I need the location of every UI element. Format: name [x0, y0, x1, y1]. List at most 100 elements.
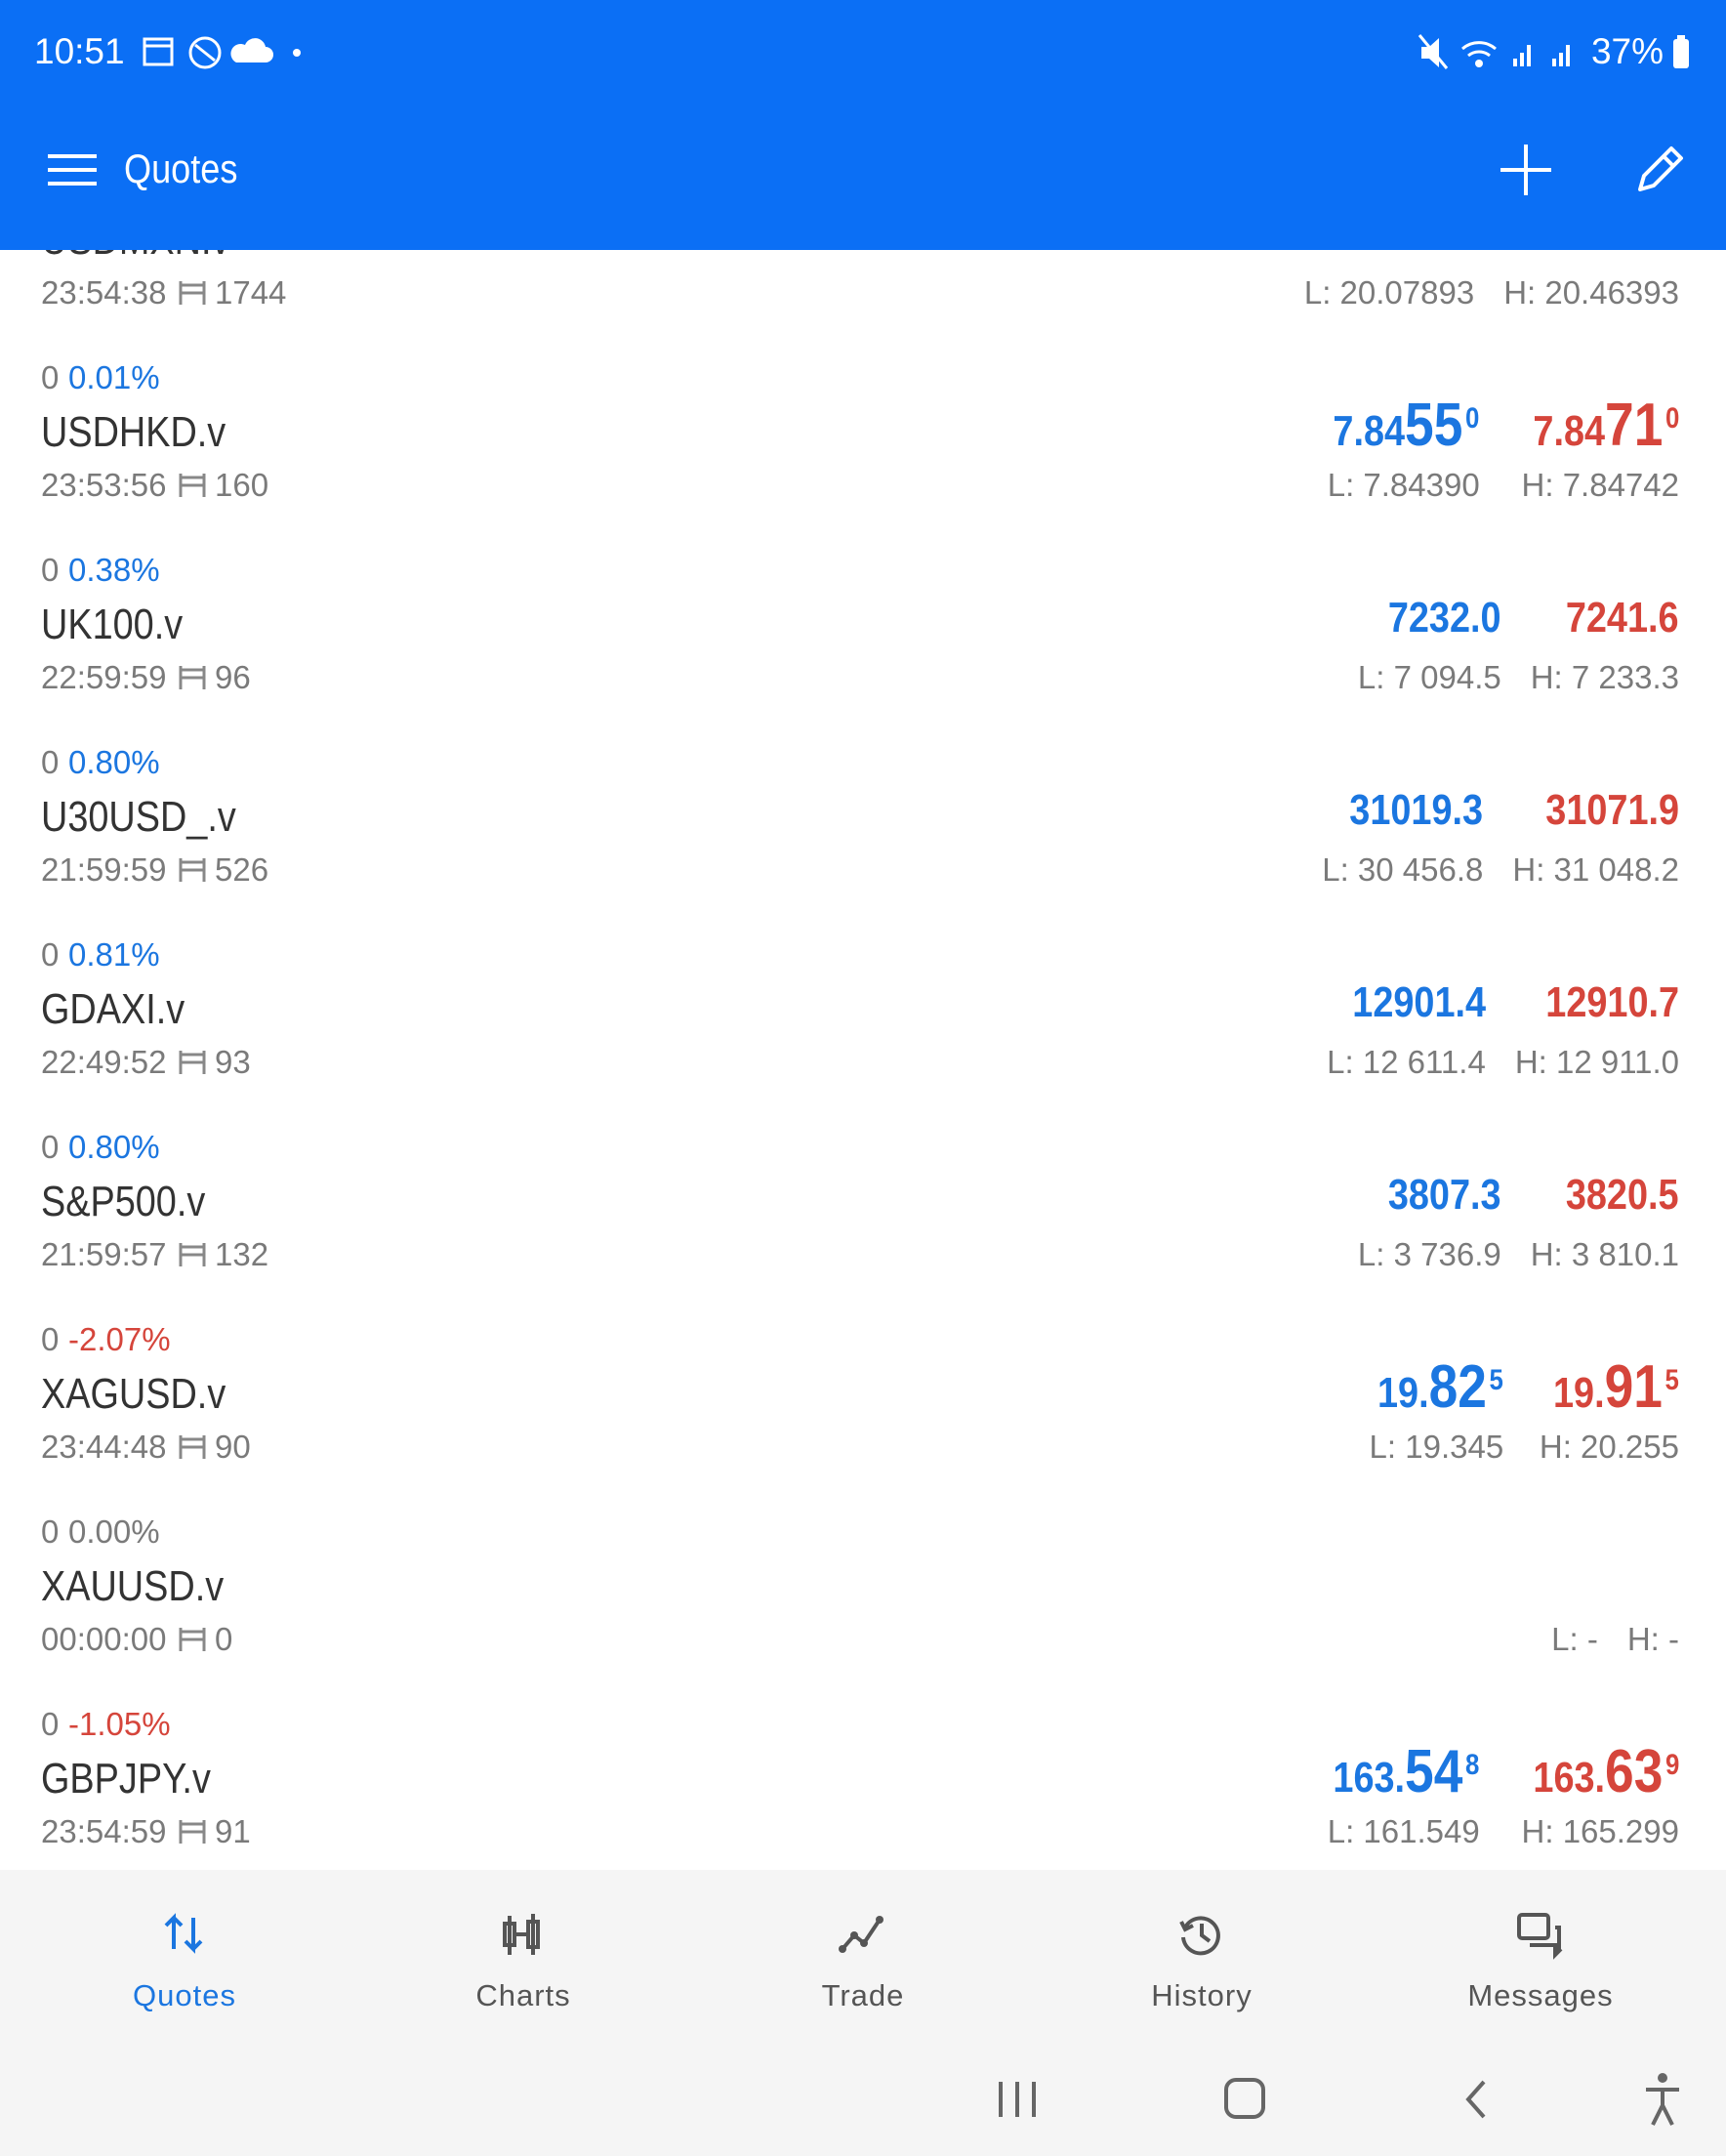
change: 0: [41, 1513, 60, 1550]
quote-row[interactable]: 0 0.81% GDAXI.v 22:49:52 93 12901.4 L: 12 611.…: [0, 250, 1726, 1080]
change: 0: [41, 744, 60, 780]
symbol: UK100.v: [41, 601, 184, 648]
prices: L: - H: -: [1551, 1550, 1679, 1656]
spread-icon: [179, 666, 206, 689]
bid-pre: 7.84: [1333, 407, 1406, 455]
bid-price: 3807.3: [1388, 1165, 1501, 1225]
prices: 12901.4 L: 12 611.4 12910.7 H: 12 911.0: [1327, 973, 1679, 1079]
quote-row[interactable]: 0 0.80% U30USD_.v 21:59:59 526 31019.3 L: 30 4…: [0, 250, 1726, 888]
ask-sup: 0: [1664, 402, 1679, 435]
quote-row[interactable]: 0 0.80% S&P500.v 21:59:57 132 3807.3 L: 3 736.…: [0, 250, 1726, 1272]
bid-sup: 0: [1465, 402, 1480, 435]
high: H: 7.84742: [1521, 467, 1679, 503]
bid-price: 7232.0: [1388, 588, 1501, 648]
quote-row[interactable]: 0 -1.05% GBPJPY.v 23:54:59 91 163.548 L: 161.5…: [0, 250, 1726, 1849]
quote-row[interactable]: 0 0.00% XAUUSD.v 00:00:00 0 L: - H: -: [0, 250, 1726, 1657]
bid-column: L: 20.07893: [1304, 250, 1474, 310]
spread-icon: [179, 1628, 206, 1651]
spread-value: 90: [215, 1429, 251, 1465]
nav-item[interactable]: Trade: [717, 1894, 1009, 2021]
percent: -1.05%: [68, 1706, 171, 1742]
percent: 0.80%: [68, 744, 160, 780]
bid-column: 7232.0 L: 7 094.5: [1358, 588, 1501, 694]
percent: 0.01%: [68, 359, 160, 395]
bid-price: 19.825: [1377, 1357, 1503, 1418]
quote-row[interactable]: 0 -2.07% XAGUSD.v 23:44:48 90 19.825 L: 19.345…: [0, 250, 1726, 1465]
low: L: 161.549: [1327, 1813, 1480, 1849]
ask-column: 163.639 H: 165.299: [1509, 1742, 1679, 1848]
nav-label: Charts: [475, 1978, 571, 2012]
nav-item[interactable]: Messages: [1394, 1894, 1687, 2021]
spread-value: 132: [215, 1236, 269, 1272]
spread: 93: [178, 1044, 251, 1081]
bid-price: 12901.4: [1352, 973, 1486, 1033]
nav-icon: [1179, 1916, 1220, 1956]
spread-icon: [179, 1243, 206, 1266]
bid-column: 19.825 L: 19.345: [1357, 1357, 1504, 1465]
spread: 0: [178, 1621, 232, 1658]
ask-price: 19.915: [1553, 1357, 1679, 1418]
bid-column: 31019.3 L: 30 456.8: [1322, 780, 1483, 887]
spread-value: 1744: [215, 274, 287, 311]
nav-icon: [503, 1914, 540, 1955]
spread-value: 93: [215, 1044, 251, 1080]
symbol: XAUUSD.v: [41, 1562, 225, 1610]
quote-row[interactable]: USDMXN.v 23:54:38 1744 L: 20.07893 H: 20.463…: [0, 250, 1726, 311]
nav-item[interactable]: History: [1055, 1894, 1348, 2021]
bid-price: 163.548: [1334, 1742, 1480, 1803]
bid-big: 82: [1428, 1353, 1488, 1421]
ask-price: 31071.9: [1545, 780, 1679, 841]
nav-item[interactable]: Charts: [377, 1894, 670, 2021]
change: 0: [41, 359, 60, 395]
spread-icon: [179, 1820, 206, 1844]
low: L: 20.07893: [1303, 274, 1475, 311]
prices: 31019.3 L: 30 456.8 31071.9 H: 31 048.2: [1322, 780, 1679, 887]
spread: 1744: [178, 274, 286, 311]
ask-big: 71: [1604, 392, 1664, 459]
spread-icon: [179, 858, 206, 882]
ask-column: 3820.5 H: 3 810.1: [1531, 1165, 1679, 1271]
percent: -2.07%: [68, 1321, 171, 1357]
ask-column: 7.84710 H: 7.84742: [1509, 395, 1679, 502]
symbol: U30USD_.v: [41, 793, 236, 841]
ask-value: 3820.5: [1566, 1171, 1679, 1219]
symbol: GDAXI.v: [41, 985, 185, 1033]
bid-sup: 8: [1465, 1749, 1480, 1781]
bid-value: 12901.4: [1352, 978, 1486, 1026]
low: L: 30 456.8: [1322, 851, 1484, 888]
bid-pre: 163.: [1333, 1754, 1406, 1802]
spread: 526: [178, 851, 268, 889]
nav-icon: [1517, 1913, 1563, 1960]
change: 0: [41, 1129, 60, 1165]
menu-button[interactable]: [48, 152, 99, 187]
bid-column: L: -: [1551, 1550, 1598, 1656]
symbol: USDHKD.v: [41, 408, 226, 456]
add-button[interactable]: [1499, 143, 1553, 197]
prices: L: 20.07893 H: 20.46393: [1304, 250, 1679, 310]
ask-price: 163.639: [1533, 1742, 1679, 1803]
spread-icon: [179, 1051, 206, 1074]
edit-button[interactable]: [1632, 143, 1687, 197]
clock: 10:51: [34, 31, 125, 71]
ask-pre: 163.: [1533, 1754, 1605, 1802]
quote-row[interactable]: 0 0.01% USDHKD.v 23:53:56 160 7.84550 L: 7.843…: [0, 250, 1726, 503]
prices: 7.84550 L: 7.84390 7.84710 H: 7.84742: [1309, 395, 1679, 502]
percent: 0.80%: [68, 1129, 160, 1165]
nav-label: Messages: [1467, 1978, 1614, 2012]
nav-item[interactable]: Quotes: [38, 1894, 331, 2021]
low: L: 12 611.4: [1327, 1044, 1486, 1080]
bid-value: 3807.3: [1387, 1171, 1501, 1219]
app-bar: Quotes: [0, 105, 1726, 250]
spread-value: 526: [215, 851, 269, 888]
low: L: 19.345: [1369, 1429, 1504, 1465]
spread-icon: [179, 1435, 206, 1459]
symbol: USDMXN.v: [41, 250, 229, 265]
quote-row[interactable]: 0 0.38% UK100.v 22:59:59 96 7232.0 L: 7 094.5 7…: [0, 250, 1726, 695]
ask-column: 19.915 H: 20.255: [1533, 1357, 1679, 1464]
battery-icon: [1673, 35, 1689, 68]
ask-price: 3820.5: [1566, 1165, 1679, 1225]
bid-column: 12901.4 L: 12 611.4: [1327, 973, 1486, 1079]
high: H: 31 048.2: [1512, 851, 1679, 888]
time: 22:59:59: [41, 659, 167, 695]
bid-big: 55: [1405, 392, 1463, 459]
